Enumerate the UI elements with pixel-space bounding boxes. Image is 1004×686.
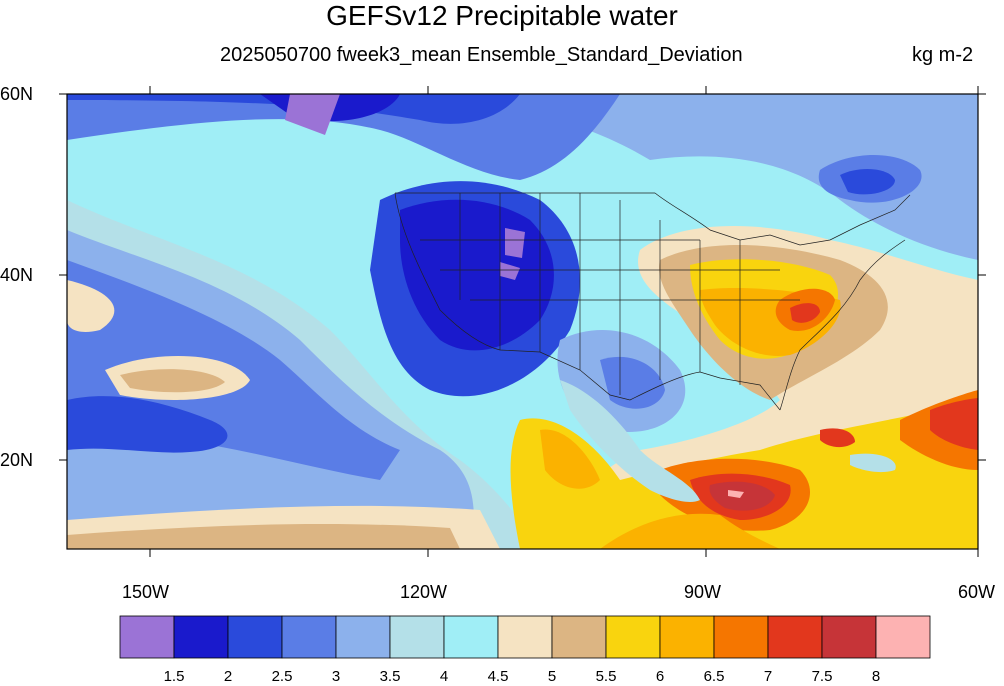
colorbar-tick-label: 4 — [439, 668, 449, 685]
colorbar-tick-label: 7.5 — [811, 668, 833, 685]
colorbar-swatch — [767, 615, 823, 659]
colorbar-swatch — [551, 615, 607, 659]
colorbar-tick-label: 1.5 — [163, 668, 185, 685]
colorbar-swatch — [335, 615, 391, 659]
colorbar-tick-label: 6 — [655, 668, 665, 685]
axis-ticks — [59, 86, 986, 557]
lat-label-40n: 40N — [0, 265, 34, 285]
lon-label-90w: 90W — [684, 582, 722, 602]
colorbar-swatch — [821, 615, 877, 659]
lat-label-60n: 60N — [0, 84, 34, 104]
colorbar-tick-label: 5 — [547, 668, 557, 685]
colorbar-tick-label: 7 — [763, 668, 773, 685]
lon-label-150w: 150W — [122, 582, 170, 602]
colorbar-swatch — [605, 615, 661, 659]
colorbar-tick-label: 5.5 — [595, 668, 617, 685]
colorbar-tick-label: 6.5 — [703, 668, 725, 685]
lon-label-120w: 120W — [400, 582, 448, 602]
colorbar-tick-label: 3.5 — [379, 668, 401, 685]
colorbar-swatch — [227, 615, 283, 659]
colorbar-swatch — [659, 615, 715, 659]
map-field — [67, 94, 978, 549]
colorbar-tick-label: 3 — [331, 668, 341, 685]
colorbar-tick-label: 8 — [871, 668, 881, 685]
colorbar-swatch — [389, 615, 445, 659]
colorbar — [119, 615, 931, 659]
colorbar-swatch — [119, 615, 175, 659]
colorbar-swatch — [875, 615, 931, 659]
colorbar-swatch — [443, 615, 499, 659]
map-title: GEFSv12 Precipitable water — [326, 0, 678, 31]
colorbar-swatch — [281, 615, 337, 659]
colorbar-swatch — [173, 615, 229, 659]
colorbar-swatch — [497, 615, 553, 659]
map-frame — [66, 93, 979, 550]
map-subtitle: 2025050700 fweek3_mean Ensemble_Standard… — [220, 44, 743, 66]
colorbar-tick-label: 4.5 — [487, 668, 509, 685]
colorbar-tick-label: 2 — [223, 668, 233, 685]
colorbar-swatch — [713, 615, 769, 659]
lat-label-20n: 20N — [0, 450, 34, 470]
lon-label-60w: 60W — [958, 582, 996, 602]
colorbar-tick-label: 2.5 — [271, 668, 293, 685]
units-label: kg m-2 — [912, 44, 974, 66]
